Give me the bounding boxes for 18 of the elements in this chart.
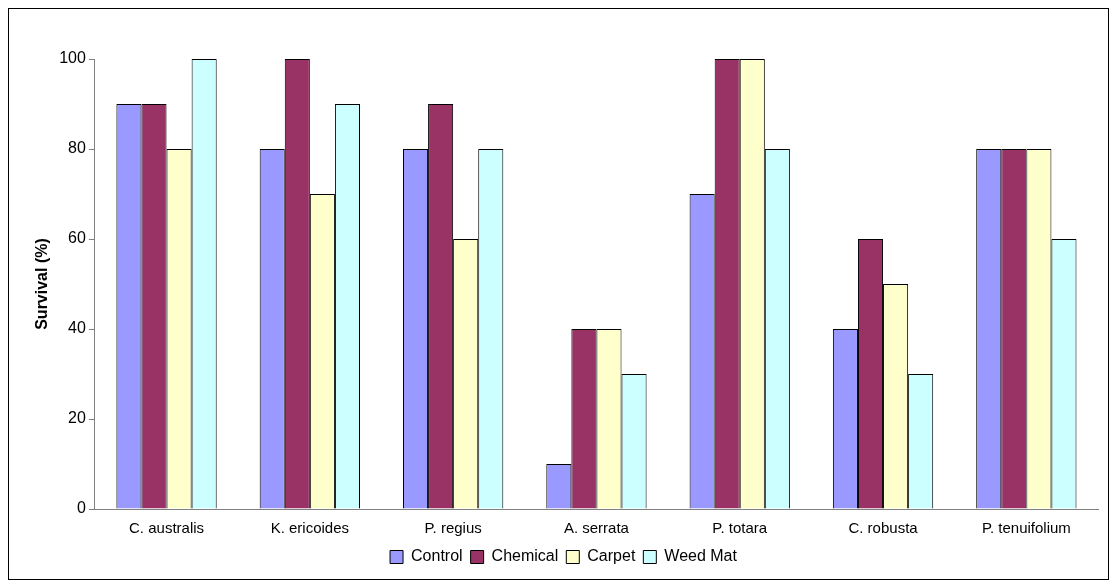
y-tick-label: 60: [68, 229, 86, 247]
legend-label: Weed Mat: [664, 547, 738, 565]
x-tick-label: C. australis: [129, 519, 205, 537]
x-tick-label: P. totara: [712, 519, 768, 537]
y-tick-label: 80: [68, 139, 86, 157]
y-tick-label: 20: [68, 409, 86, 427]
legend-label: Carpet: [587, 547, 636, 565]
legend-label: Control: [411, 547, 463, 565]
legend-label: Chemical: [491, 547, 559, 565]
y-tick-label: 0: [76, 499, 86, 517]
x-tick-label: A. serrata: [563, 519, 630, 537]
x-tick-label: K. ericoides: [270, 519, 350, 537]
y-axis-title: Survival (%): [33, 238, 51, 330]
y-tick-label: 40: [68, 319, 86, 337]
x-tick-label: P. tenuifolium: [981, 519, 1071, 537]
y-tick-label: 100: [59, 49, 86, 67]
x-tick-label: P. regius: [424, 519, 482, 537]
x-tick-label: C. robusta: [848, 519, 919, 537]
